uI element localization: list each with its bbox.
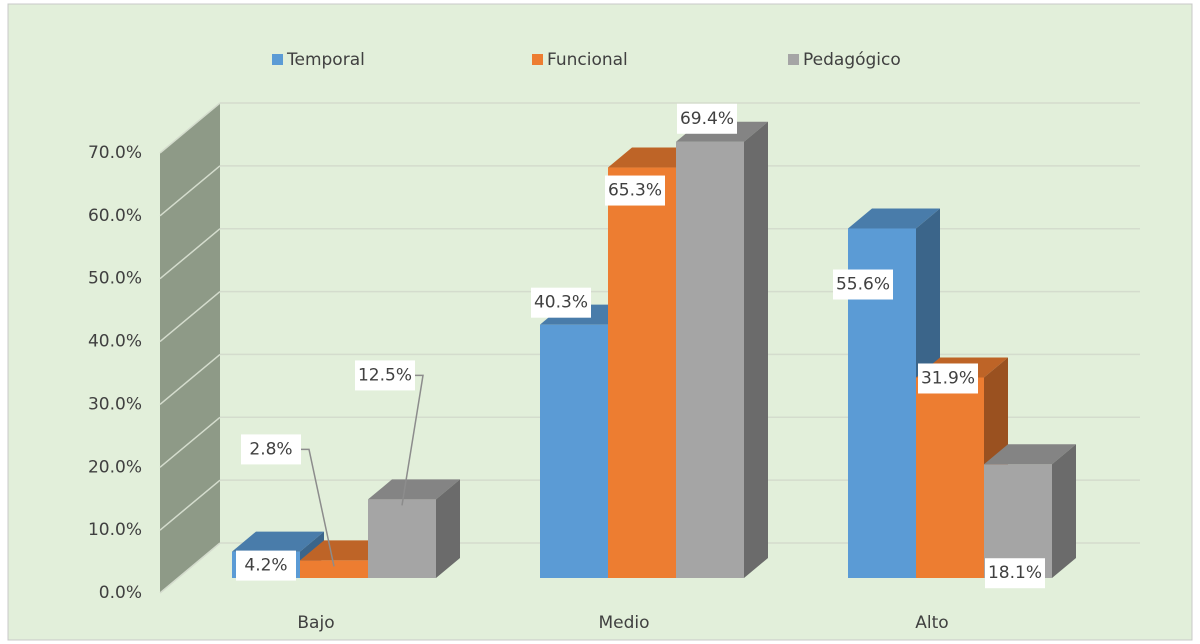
bar-side (1052, 444, 1076, 578)
data-label: 40.3% (534, 293, 588, 313)
legend-label: Funcional (547, 50, 628, 70)
leader-line (301, 448, 335, 567)
x-tick-label: Bajo (297, 613, 334, 633)
data-label: 12.5% (358, 365, 412, 385)
legend-swatch (272, 54, 283, 65)
data-label-box (236, 550, 296, 581)
data-label-box (918, 363, 978, 394)
grid-line (159, 542, 221, 594)
data-label: 65.3% (608, 181, 662, 201)
bar-side (744, 121, 768, 579)
bar-front (540, 324, 608, 578)
y-tick-label: 10.0% (88, 520, 142, 540)
bar-top (368, 479, 460, 500)
y-tick-label: 70.0% (88, 143, 142, 163)
bar-top (848, 208, 940, 229)
legend-swatch (532, 54, 543, 65)
bar-side (436, 479, 460, 578)
bar-top (232, 531, 324, 552)
side-wall (160, 103, 220, 593)
bar-front (676, 141, 744, 578)
y-tick-label: 0.0% (99, 583, 142, 603)
grid-line (159, 228, 221, 280)
data-label-box (985, 558, 1045, 589)
data-label-box (355, 360, 415, 391)
y-tick-label: 50.0% (88, 269, 142, 289)
data-label: 55.6% (836, 275, 890, 295)
x-tick-label: Medio (598, 613, 649, 633)
y-tick-label: 60.0% (88, 206, 142, 226)
data-label-box (677, 103, 737, 134)
grid-line (159, 102, 221, 154)
data-label-box (833, 269, 893, 300)
grid-line (159, 416, 221, 468)
legend-label: Temporal (286, 50, 365, 70)
legend-label: Pedagógico (803, 50, 901, 70)
data-label-box (241, 434, 301, 465)
y-tick-label: 20.0% (88, 457, 142, 477)
data-label-box (531, 287, 591, 318)
y-tick-label: 40.0% (88, 332, 142, 352)
data-label: 18.1% (988, 563, 1042, 583)
bar-front (608, 167, 676, 579)
data-label: 4.2% (244, 556, 287, 576)
y-tick-label: 30.0% (88, 394, 142, 414)
data-label: 69.4% (680, 109, 734, 129)
grid-line (159, 479, 221, 531)
leader-line (401, 374, 424, 506)
bar-front (368, 499, 436, 578)
x-tick-label: Alto (915, 613, 948, 633)
bar-front (916, 377, 984, 578)
grid-line (159, 165, 221, 217)
bar-top (984, 444, 1076, 465)
data-label: 31.9% (921, 368, 975, 388)
legend-swatch (788, 54, 799, 65)
bar-front (300, 560, 368, 578)
grid-line (159, 353, 221, 406)
data-label: 2.8% (249, 439, 292, 459)
grid-line (159, 290, 221, 343)
data-label-box (605, 175, 665, 206)
